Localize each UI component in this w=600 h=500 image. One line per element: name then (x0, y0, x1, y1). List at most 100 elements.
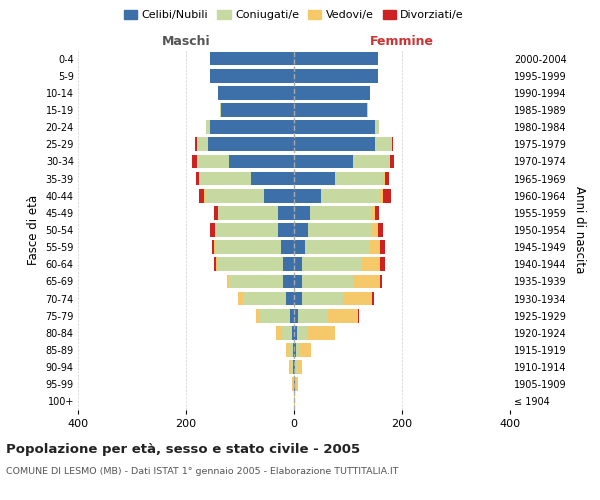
Bar (199, 189, 205, 202)
Text: Popolazione per età, sesso e stato civile - 2005: Popolazione per età, sesso e stato civil… (6, 442, 360, 456)
Bar (214, 258, 216, 271)
Bar (294, 274, 302, 288)
Y-axis label: Fasce di età: Fasce di età (27, 195, 40, 265)
Bar (289, 360, 292, 374)
Bar (197, 154, 229, 168)
Bar (211, 69, 294, 82)
Bar (216, 223, 278, 237)
Bar (276, 326, 281, 340)
Bar (367, 103, 368, 117)
Bar (293, 343, 294, 357)
Bar (289, 343, 293, 357)
Bar (214, 240, 216, 254)
Bar (294, 240, 305, 254)
Bar (383, 172, 385, 185)
Bar (221, 103, 294, 117)
Bar (294, 189, 321, 202)
Bar (301, 343, 311, 357)
Bar (293, 378, 294, 391)
Bar (372, 206, 375, 220)
Bar (218, 206, 278, 220)
Bar (372, 292, 374, 306)
Bar (383, 189, 391, 202)
Bar (296, 343, 301, 357)
Bar (214, 206, 218, 220)
Bar (294, 86, 370, 100)
Bar (212, 240, 214, 254)
Bar (242, 292, 286, 306)
Bar (295, 378, 298, 391)
Bar (294, 326, 296, 340)
Bar (292, 326, 294, 340)
Bar (211, 120, 294, 134)
Bar (358, 309, 359, 322)
Bar (290, 309, 294, 322)
Bar (256, 309, 260, 322)
Bar (278, 206, 294, 220)
Bar (227, 274, 229, 288)
Bar (380, 240, 385, 254)
Bar (286, 292, 294, 306)
Bar (211, 223, 215, 237)
Bar (343, 292, 372, 306)
Bar (193, 154, 197, 168)
Bar (294, 138, 375, 151)
Text: COMUNE DI LESMO (MB) - Dati ISTAT 1° gennaio 2005 - Elaborazione TUTTITALIA.IT: COMUNE DI LESMO (MB) - Dati ISTAT 1° gen… (6, 468, 398, 476)
Bar (361, 258, 380, 271)
Bar (197, 138, 208, 151)
Bar (208, 138, 294, 151)
Bar (196, 172, 199, 185)
Bar (380, 258, 385, 271)
Bar (211, 52, 294, 66)
Bar (260, 309, 290, 322)
Bar (375, 206, 379, 220)
Bar (294, 120, 375, 134)
Y-axis label: Anni di nascita: Anni di nascita (572, 186, 586, 274)
Text: Femmine: Femmine (370, 34, 434, 48)
Bar (218, 258, 283, 271)
Bar (328, 309, 358, 322)
Bar (380, 189, 383, 202)
Bar (310, 206, 372, 220)
Bar (385, 172, 389, 185)
Bar (335, 172, 383, 185)
Bar (305, 240, 370, 254)
Bar (392, 138, 394, 151)
Bar (294, 343, 296, 357)
Bar (294, 258, 302, 271)
Bar (308, 223, 372, 237)
Bar (302, 274, 353, 288)
Bar (353, 154, 389, 168)
Bar (281, 326, 292, 340)
Bar (378, 223, 383, 237)
Bar (218, 86, 294, 100)
Bar (295, 360, 296, 374)
Bar (294, 360, 295, 374)
Bar (205, 189, 265, 202)
Bar (375, 120, 379, 134)
Bar (265, 189, 294, 202)
Bar (216, 240, 281, 254)
Bar (308, 326, 335, 340)
Bar (281, 240, 294, 254)
Bar (380, 274, 382, 288)
Bar (216, 258, 218, 271)
Bar (291, 360, 293, 374)
Bar (251, 172, 294, 185)
Bar (206, 120, 211, 134)
Bar (389, 154, 394, 168)
Text: Maschi: Maschi (161, 34, 211, 48)
Bar (321, 189, 380, 202)
Bar (283, 258, 294, 271)
Bar (215, 223, 216, 237)
Bar (292, 378, 293, 391)
Bar (372, 223, 378, 237)
Bar (294, 206, 310, 220)
Bar (294, 223, 308, 237)
Bar (296, 326, 308, 340)
Bar (294, 172, 335, 185)
Bar (375, 138, 391, 151)
Bar (296, 360, 302, 374)
Bar (199, 172, 251, 185)
Bar (302, 292, 343, 306)
